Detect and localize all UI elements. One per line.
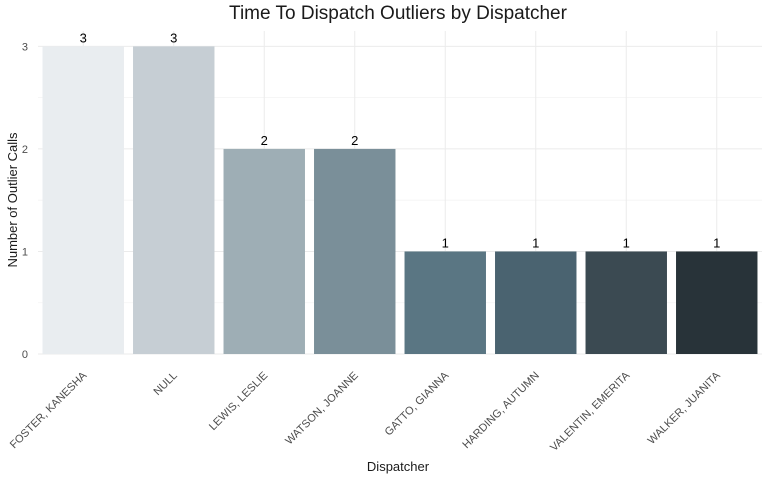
data-label: 1 <box>442 235 449 250</box>
data-label: 1 <box>623 235 630 250</box>
y-tick-label: 0 <box>22 349 28 361</box>
data-label: 2 <box>261 133 268 148</box>
x-axis-title: Dispatcher <box>367 459 430 474</box>
x-tick-label: WALKER, JUANITA <box>646 369 724 447</box>
x-tick-label: GATTO, GIANNA <box>383 369 452 438</box>
x-tick-label: FOSTER, KANESHA <box>8 369 90 451</box>
bar <box>495 251 577 354</box>
x-tick-label: WATSON, JOANNE <box>283 370 361 448</box>
bar <box>585 251 667 354</box>
bar <box>676 251 758 354</box>
data-label: 3 <box>80 30 87 45</box>
x-tick-label: VALENTIN, EMERITA <box>548 369 633 454</box>
y-tick-label: 1 <box>22 246 28 258</box>
y-tick-label: 3 <box>22 41 28 53</box>
bar <box>42 46 124 354</box>
y-axis-title: Number of Outlier Calls <box>5 132 20 268</box>
y-tick-label: 2 <box>22 144 28 156</box>
x-tick-label: HARDING, AUTUMN <box>460 370 542 452</box>
data-label: 2 <box>351 133 358 148</box>
data-label: 1 <box>532 235 539 250</box>
x-tick-label: LEWIS, LESLIE <box>207 370 270 433</box>
x-axis-ticks: FOSTER, KANESHA NULL LEWIS, LESLIE WATSON, … <box>8 369 723 454</box>
chart-title: Time To Dispatch Outliers by Dispatcher <box>229 3 568 24</box>
bar <box>314 148 396 354</box>
data-label: 3 <box>170 30 177 45</box>
y-axis-ticks: 0 1 2 3 <box>22 41 28 361</box>
bar <box>404 251 486 354</box>
bar <box>223 148 305 354</box>
data-labels-group: 3 3 2 2 1 1 1 1 <box>80 30 721 250</box>
data-label: 1 <box>713 235 720 250</box>
x-tick-label: NULL <box>151 370 179 398</box>
bar <box>133 46 215 354</box>
bars-group <box>42 46 758 354</box>
